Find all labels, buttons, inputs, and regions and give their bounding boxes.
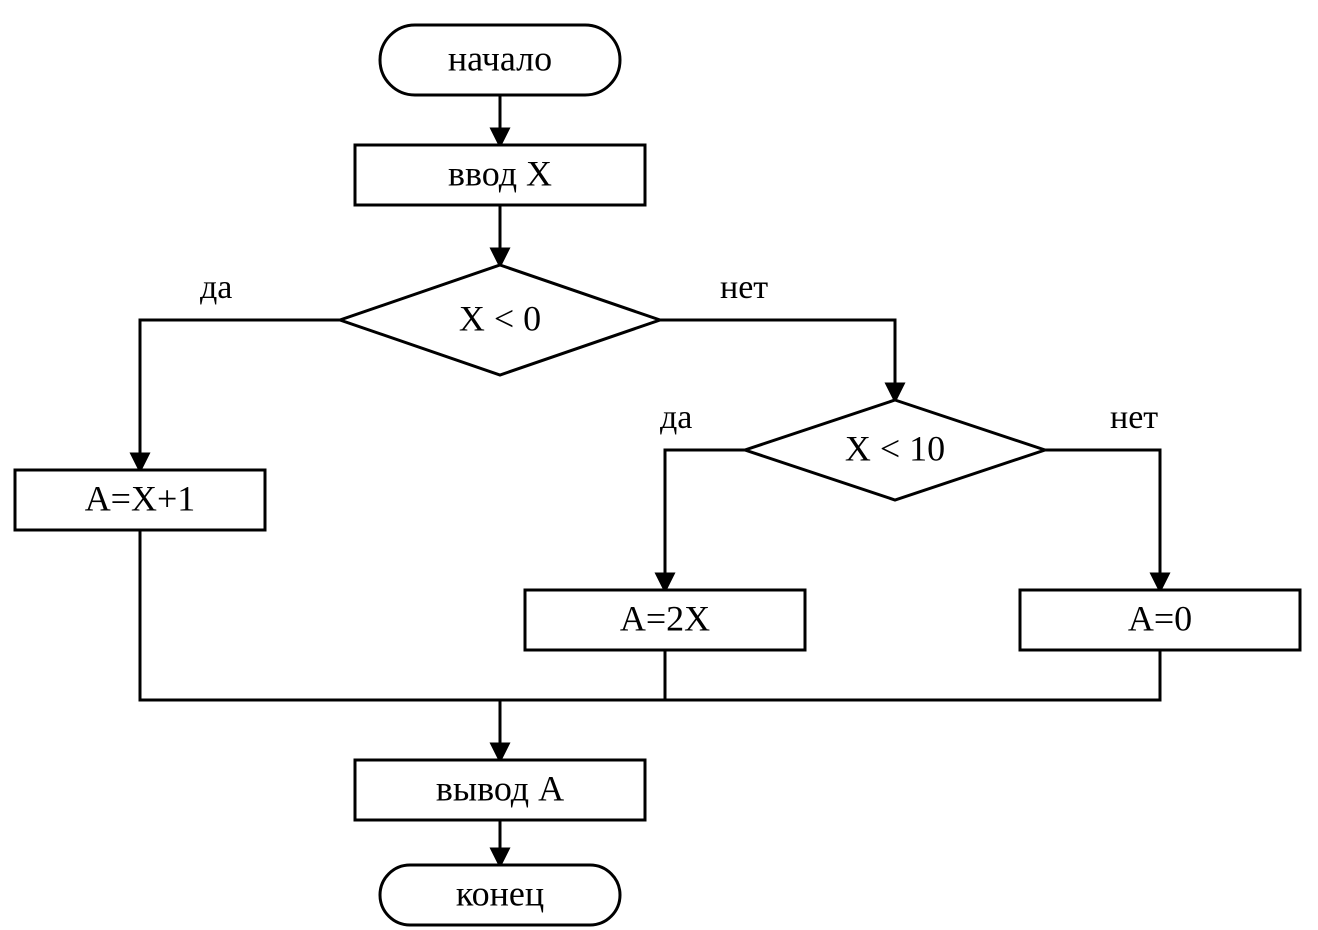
node-label-axp1: A=X+1	[85, 478, 196, 518]
edge-cond1-axp1	[140, 320, 340, 470]
edge-axp1-merge	[140, 530, 500, 700]
node-label-cond2: X < 10	[845, 428, 945, 468]
edge-label-cond1-axp1: да	[200, 269, 232, 306]
node-label-a2x: A=2X	[620, 598, 710, 638]
edge-cond2-a0	[1045, 450, 1160, 590]
edge-cond2-a2x	[665, 450, 745, 590]
node-label-cond1: X < 0	[459, 298, 541, 338]
flowchart-canvas: да нет да нет начало ввод X X < 0 A=X+1 X < 10 A=…	[0, 0, 1318, 930]
edge-label-cond2-a0: нет	[1110, 399, 1158, 436]
node-label-end: конец	[456, 873, 544, 913]
node-label-start: начало	[448, 38, 552, 78]
edge-cond1-cond2	[660, 320, 895, 400]
node-label-a0: A=0	[1128, 598, 1192, 638]
edge-a2x-merge	[500, 650, 665, 700]
node-label-input: ввод X	[448, 153, 552, 193]
node-label-output: вывод A	[436, 768, 564, 808]
edge-label-cond1-cond2: нет	[720, 269, 768, 306]
edge-a0-merge	[500, 650, 1160, 700]
edge-label-cond2-a2x: да	[660, 399, 692, 436]
